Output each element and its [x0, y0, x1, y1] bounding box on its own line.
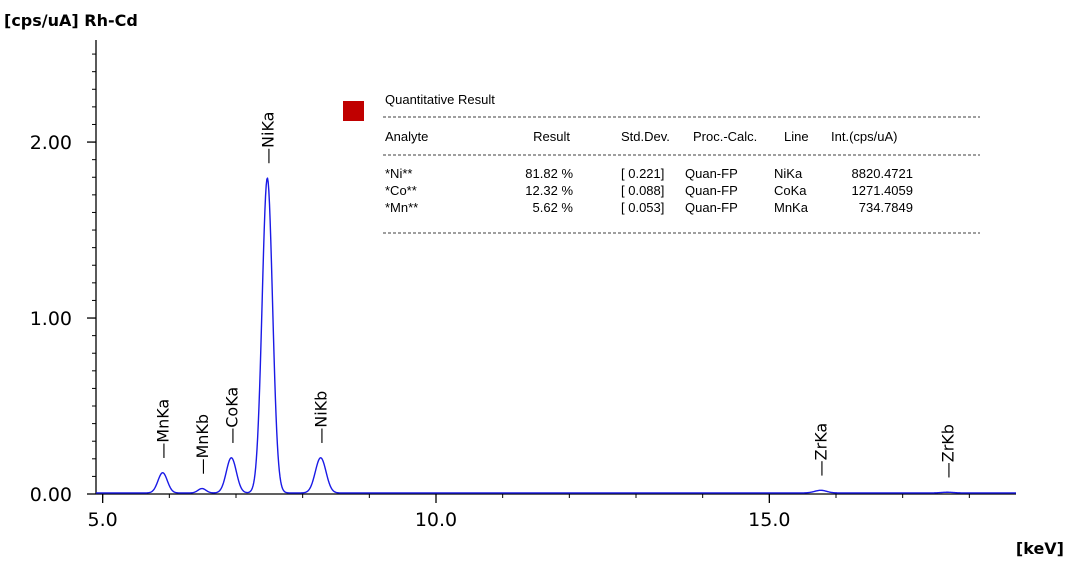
row-ni-line: NiKa — [774, 166, 803, 181]
header-analyte: Analyte — [385, 129, 428, 144]
peak-label-nika: —NiKa — [258, 112, 277, 164]
row-co-stddev: [ 0.088] — [621, 183, 664, 198]
x-tick-label: 5.0 — [88, 509, 118, 531]
peak-label-zrka: —ZrKa — [812, 423, 831, 477]
row-mn-proc: Quan-FP — [685, 200, 738, 215]
header-result: Result — [533, 129, 570, 144]
x-tick-label: 10.0 — [415, 509, 457, 531]
row-co-line: CoKa — [774, 183, 807, 198]
x-tick-label: 15.0 — [748, 509, 790, 531]
row-mn-stddev: [ 0.053] — [621, 200, 664, 215]
y-tick-label: 1.00 — [30, 308, 72, 330]
header-line: Line — [784, 129, 809, 144]
header-intensity: Int.(cps/uA) — [831, 129, 897, 144]
axis-ticks: 0.00 1.00 2.00 5.0 10.0 15.0 — [30, 53, 970, 531]
header-stddev: Std.Dev. — [621, 129, 670, 144]
row-mn-line: MnKa — [774, 200, 809, 215]
row-co-result: 12.32 % — [525, 183, 573, 198]
y-tick-label: 2.00 — [30, 132, 72, 154]
row-ni-stddev: [ 0.221] — [621, 166, 664, 181]
y-tick-label: 0.00 — [30, 484, 72, 506]
result-table-title: Quantitative Result — [385, 92, 495, 107]
row-mn-analyte: *Mn** — [385, 200, 418, 215]
row-ni-intensity: 8820.4721 — [852, 166, 913, 181]
peak-label-mnka: —MnKa — [154, 399, 173, 459]
row-ni-result: 81.82 % — [525, 166, 573, 181]
y-axis-title: [cps/uA] Rh-Cd — [4, 11, 138, 30]
x-axis-title: [keV] — [1016, 539, 1064, 558]
result-marker — [343, 101, 364, 121]
peak-label-nikb: —NiKb — [312, 391, 331, 444]
peak-label-mnkb: —MnKb — [193, 414, 212, 475]
row-co-proc: Quan-FP — [685, 183, 738, 198]
peak-label-zrkb: —ZrKb — [938, 424, 957, 478]
row-mn-intensity: 734.7849 — [859, 200, 913, 215]
plot-frame — [95, 40, 1016, 495]
row-ni-proc: Quan-FP — [685, 166, 738, 181]
quantitative-result-table: Quantitative Result Analyte Result Std.D… — [343, 92, 980, 234]
row-mn-result: 5.62 % — [533, 200, 574, 215]
row-co-analyte: *Co** — [385, 183, 417, 198]
peak-labels: —MnKa —MnKb —CoKa —NiKa —NiKb —ZrKa —ZrKb — [154, 112, 958, 479]
row-co-intensity: 1271.4059 — [852, 183, 913, 198]
row-ni-analyte: *Ni** — [385, 166, 412, 181]
peak-label-coka: —CoKa — [222, 387, 241, 444]
header-proc-calc: Proc.-Calc. — [693, 129, 757, 144]
spectrum-line — [95, 177, 1017, 494]
